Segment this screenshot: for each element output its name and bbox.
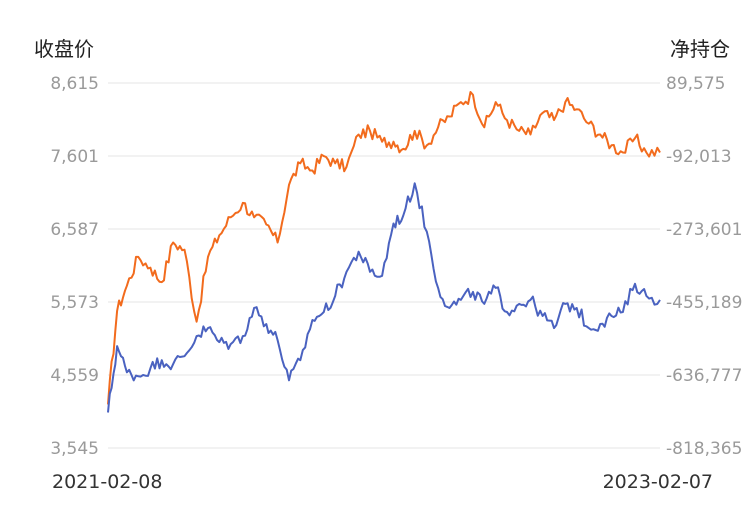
left-tick-label: 5,573 <box>50 293 99 313</box>
x-label-start: 2021-02-08 <box>52 471 162 493</box>
series-line-net-position <box>107 182 661 413</box>
left-tick-label: 6,587 <box>50 220 99 240</box>
right-tick-label: 89,575 <box>666 74 725 94</box>
left-tick-label: 3,545 <box>50 439 99 459</box>
right-axis-title: 净持仓 <box>670 37 730 61</box>
left-axis: 8,615 7,601 6,587 5,573 4,559 3,545 <box>50 74 99 459</box>
left-tick-label: 4,559 <box>50 366 99 386</box>
series-layer <box>107 91 661 413</box>
left-axis-title: 收盘价 <box>34 37 94 61</box>
left-tick-label: 8,615 <box>50 74 99 94</box>
right-tick-label: -455,189 <box>666 293 742 313</box>
x-label-end: 2023-02-07 <box>603 471 713 493</box>
right-tick-label: -273,601 <box>666 220 742 240</box>
gridlines <box>108 82 660 449</box>
right-tick-label: -92,013 <box>666 147 732 167</box>
right-tick-label: -636,777 <box>666 366 742 386</box>
series-line-close-price <box>107 91 661 405</box>
right-axis: 89,575 -92,013 -273,601 -455,189 -636,777 -81… <box>666 74 742 459</box>
right-tick-label: -818,365 <box>666 439 742 459</box>
left-tick-label: 7,601 <box>50 147 99 167</box>
